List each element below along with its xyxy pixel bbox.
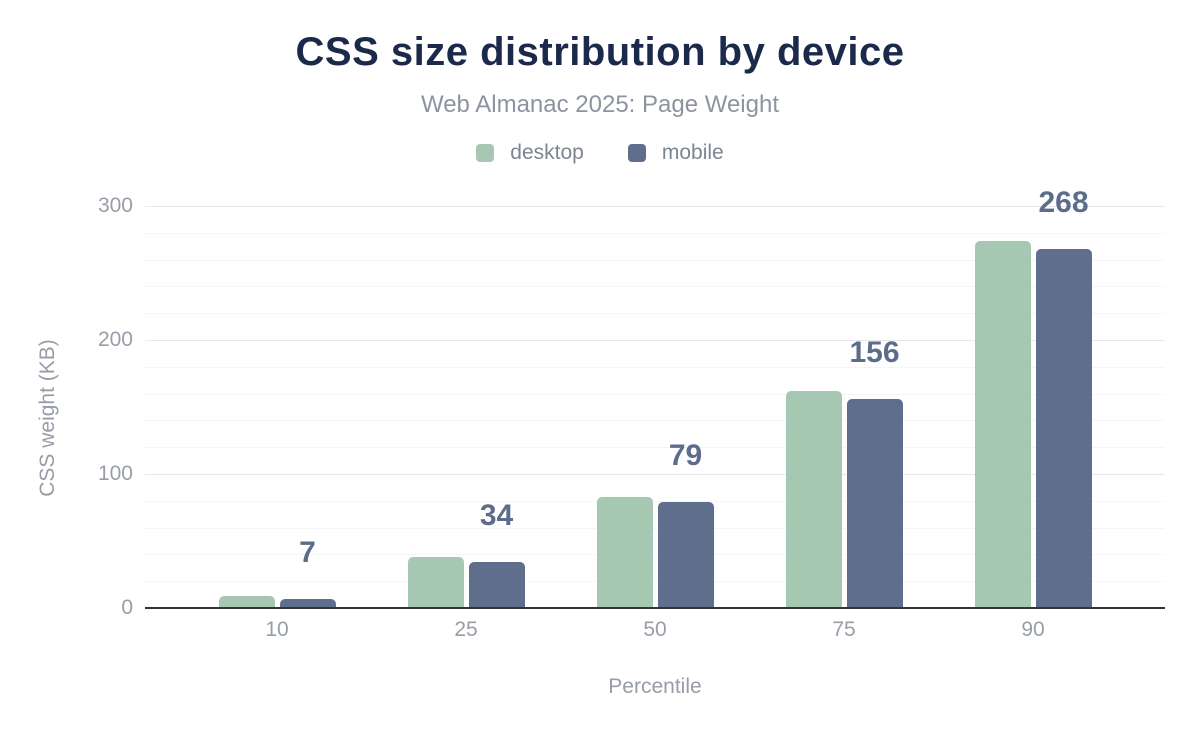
- x-tick-25: 25: [454, 618, 478, 641]
- gridline-minor-180: [145, 367, 1165, 368]
- data-label-p75: 156: [849, 336, 900, 369]
- x-tick-75: 75: [832, 618, 856, 641]
- gridline-minor-220: [145, 313, 1165, 314]
- chart-subtitle: Web Almanac 2025: Page Weight: [420, 91, 779, 118]
- bar-desktop-p10[interactable]: [218, 596, 275, 608]
- bar-mobile-p75[interactable]: [846, 399, 903, 608]
- data-label-p10: 7: [299, 536, 316, 569]
- gridline-minor-140: [145, 420, 1165, 421]
- x-tick-10: 10: [265, 618, 289, 641]
- gridline-minor-240: [145, 286, 1165, 287]
- data-label-p25: 34: [479, 499, 514, 532]
- data-label-p90: 268: [1038, 186, 1089, 219]
- y-tick-300: 300: [97, 194, 133, 217]
- gridline-minor-160: [145, 394, 1165, 395]
- legend-label-desktop: desktop: [510, 141, 584, 164]
- gridline-minor-20: [145, 581, 1165, 582]
- bar-desktop-p75[interactable]: [785, 391, 842, 608]
- y-tick-200: 200: [97, 328, 133, 351]
- legend-item-mobile[interactable]: mobile: [627, 141, 724, 165]
- x-tick-50: 50: [643, 618, 667, 641]
- gridline-major-100: [145, 474, 1165, 475]
- gridline-minor-280: [145, 233, 1165, 234]
- y-tick-100: 100: [97, 462, 133, 485]
- bar-mobile-p90[interactable]: [1035, 249, 1092, 608]
- y-tick-0: 0: [121, 596, 133, 619]
- bar-mobile-p25[interactable]: [468, 562, 525, 608]
- gridline-minor-40: [145, 554, 1165, 555]
- x-axis-title: Percentile: [608, 675, 702, 698]
- gridline-minor-120: [145, 447, 1165, 448]
- bar-mobile-p50[interactable]: [657, 502, 714, 608]
- gridline-minor-260: [145, 260, 1165, 261]
- data-label-p50: 79: [668, 439, 703, 472]
- bar-mobile-p10[interactable]: [279, 599, 336, 608]
- legend-swatch-desktop: [476, 144, 495, 162]
- bar-desktop-p90[interactable]: [974, 241, 1031, 608]
- gridline-minor-80: [145, 501, 1165, 502]
- x-axis-line: [145, 607, 1165, 609]
- gridline-major-200: [145, 340, 1165, 341]
- legend: desktop mobile: [0, 141, 1200, 165]
- x-tick-90: 90: [1021, 618, 1045, 641]
- legend-swatch-mobile: [627, 144, 646, 162]
- gridline-minor-60: [145, 528, 1165, 529]
- y-axis-title: CSS weight (KB): [36, 339, 59, 497]
- legend-item-desktop[interactable]: desktop: [476, 141, 584, 165]
- chart-title: CSS size distribution by device: [295, 30, 905, 74]
- bar-desktop-p25[interactable]: [407, 557, 464, 608]
- gridline-major-300: [145, 206, 1165, 207]
- bar-desktop-p50[interactable]: [596, 497, 653, 608]
- legend-label-mobile: mobile: [661, 141, 724, 164]
